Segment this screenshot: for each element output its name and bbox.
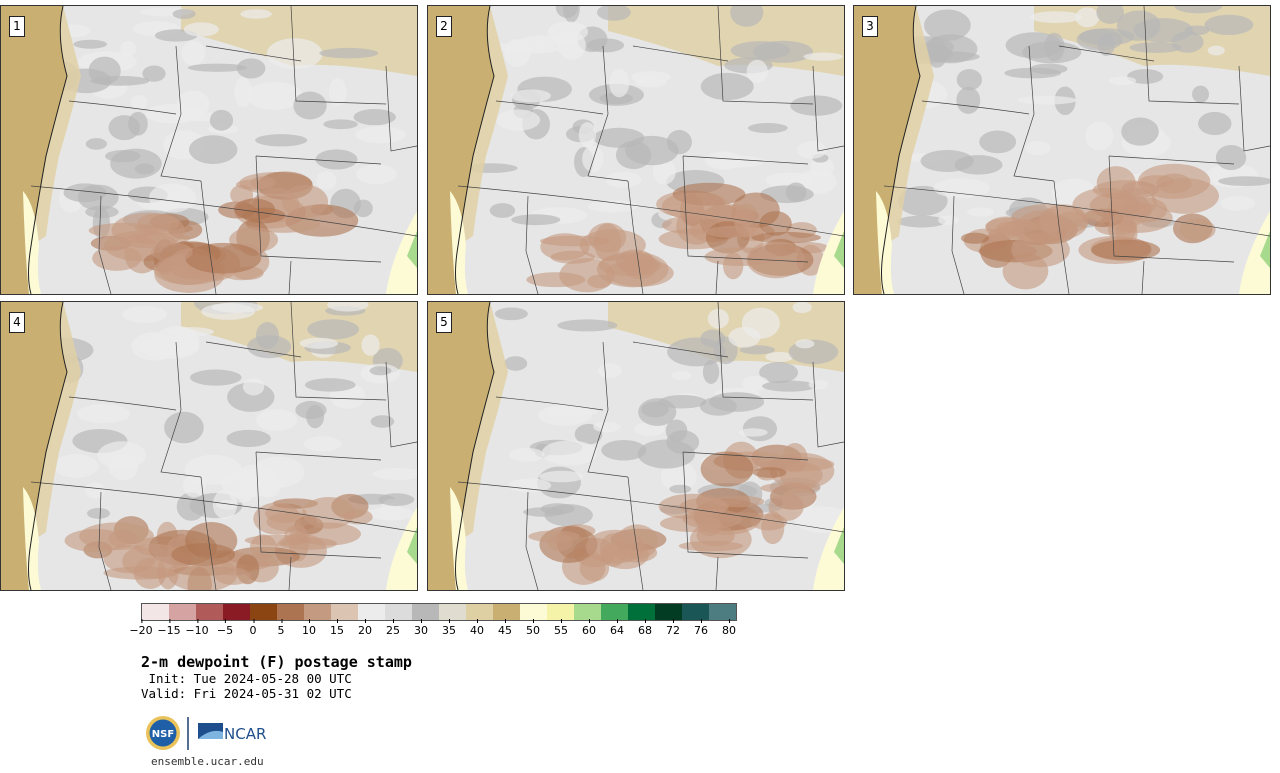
panel-number-label: 5	[436, 312, 452, 333]
colorbar-swatch	[655, 604, 682, 620]
colorbar-tick-label: 25	[386, 619, 400, 637]
valid-time: Valid: Fri 2024-05-31 02 UTC	[141, 686, 352, 701]
dewpoint-map-2	[428, 6, 844, 294]
colorbar-tick-label: 60	[582, 619, 596, 637]
ncar-logo[interactable]: NCAR	[198, 723, 266, 743]
colorbar-swatch	[358, 604, 385, 620]
panel-number-label: 4	[9, 312, 25, 333]
colorbar-tick-label: 76	[694, 619, 708, 637]
colorbar-tick-label: 0	[250, 619, 257, 637]
colorbar-swatch	[547, 604, 574, 620]
nsf-logo-text: NSF	[152, 729, 174, 740]
colorbar-swatch	[709, 604, 736, 620]
colorbar-swatch	[223, 604, 250, 620]
colorbar-tick-label: 64	[610, 619, 624, 637]
colorbar-tick-label: −20	[129, 619, 153, 637]
panel-number-label: 3	[862, 16, 878, 37]
colorbar-swatch	[574, 604, 601, 620]
colorbar-tick-label: 30	[414, 619, 428, 637]
colorbar-tick-label: 45	[498, 619, 512, 637]
colorbar-swatch	[142, 604, 169, 620]
colorbar-tick-label: 5	[278, 619, 285, 637]
colorbar-swatch	[601, 604, 628, 620]
colorbar-tick-label: 35	[442, 619, 456, 637]
colorbar-tick-label: −5	[217, 619, 233, 637]
colorbar-tick-label: 20	[358, 619, 372, 637]
colorbar-tick-label: 68	[638, 619, 652, 637]
colorbar-swatch	[385, 604, 412, 620]
colorbar-tick-label: 40	[470, 619, 484, 637]
dewpoint-map-1	[1, 6, 417, 294]
colorbar-swatch	[169, 604, 196, 620]
colorbar-swatch	[628, 604, 655, 620]
colorbar-swatch	[466, 604, 493, 620]
colorbar-swatch	[250, 604, 277, 620]
colorbar-tick-label: 15	[330, 619, 344, 637]
ensemble-member-panel-5: 5	[427, 301, 845, 591]
colorbar-tick-label: 10	[302, 619, 316, 637]
ensemble-member-panel-1: 1	[0, 5, 418, 295]
ncar-logo-text: NCAR	[224, 725, 266, 743]
colorbar-tick-label: 55	[554, 619, 568, 637]
colorbar-swatch	[331, 604, 358, 620]
colorbar-swatch	[304, 604, 331, 620]
init-time: Init: Tue 2024-05-28 00 UTC	[141, 671, 352, 686]
colorbar-swatch	[277, 604, 304, 620]
dewpoint-map-4	[1, 302, 417, 590]
colorbar	[141, 603, 737, 621]
plot-title: 2-m dewpoint (F) postage stamp	[141, 653, 412, 671]
colorbar-swatch	[412, 604, 439, 620]
colorbar-tick-label: −15	[157, 619, 181, 637]
colorbar-ticks: −20 −15 −10 −5 0 5 10 15 20 25 30 35 40 45 50 55 60 64 68 7…	[129, 619, 756, 639]
colorbar-tick-label: −10	[185, 619, 209, 637]
logos: NSF NCAR	[146, 716, 266, 750]
colorbar-tick-label: 72	[666, 619, 680, 637]
panel-number-label: 2	[436, 16, 452, 37]
colorbar-swatch	[493, 604, 520, 620]
ensemble-member-panel-4: 4	[0, 301, 418, 591]
colorbar-swatch	[196, 604, 223, 620]
nsf-logo[interactable]: NSF	[146, 716, 180, 750]
panel-number-label: 1	[9, 16, 25, 37]
dewpoint-map-5	[428, 302, 844, 590]
colorbar-swatch	[439, 604, 466, 620]
ensemble-member-panel-2: 2	[427, 5, 845, 295]
website-url[interactable]: ensemble.ucar.edu	[151, 755, 264, 768]
colorbar-tick-label: 80	[722, 619, 736, 637]
ensemble-member-panel-3: 3	[853, 5, 1271, 295]
colorbar-swatch	[520, 604, 547, 620]
colorbar-swatch	[682, 604, 709, 620]
colorbar-tick-label: 50	[526, 619, 540, 637]
dewpoint-map-3	[854, 6, 1270, 294]
